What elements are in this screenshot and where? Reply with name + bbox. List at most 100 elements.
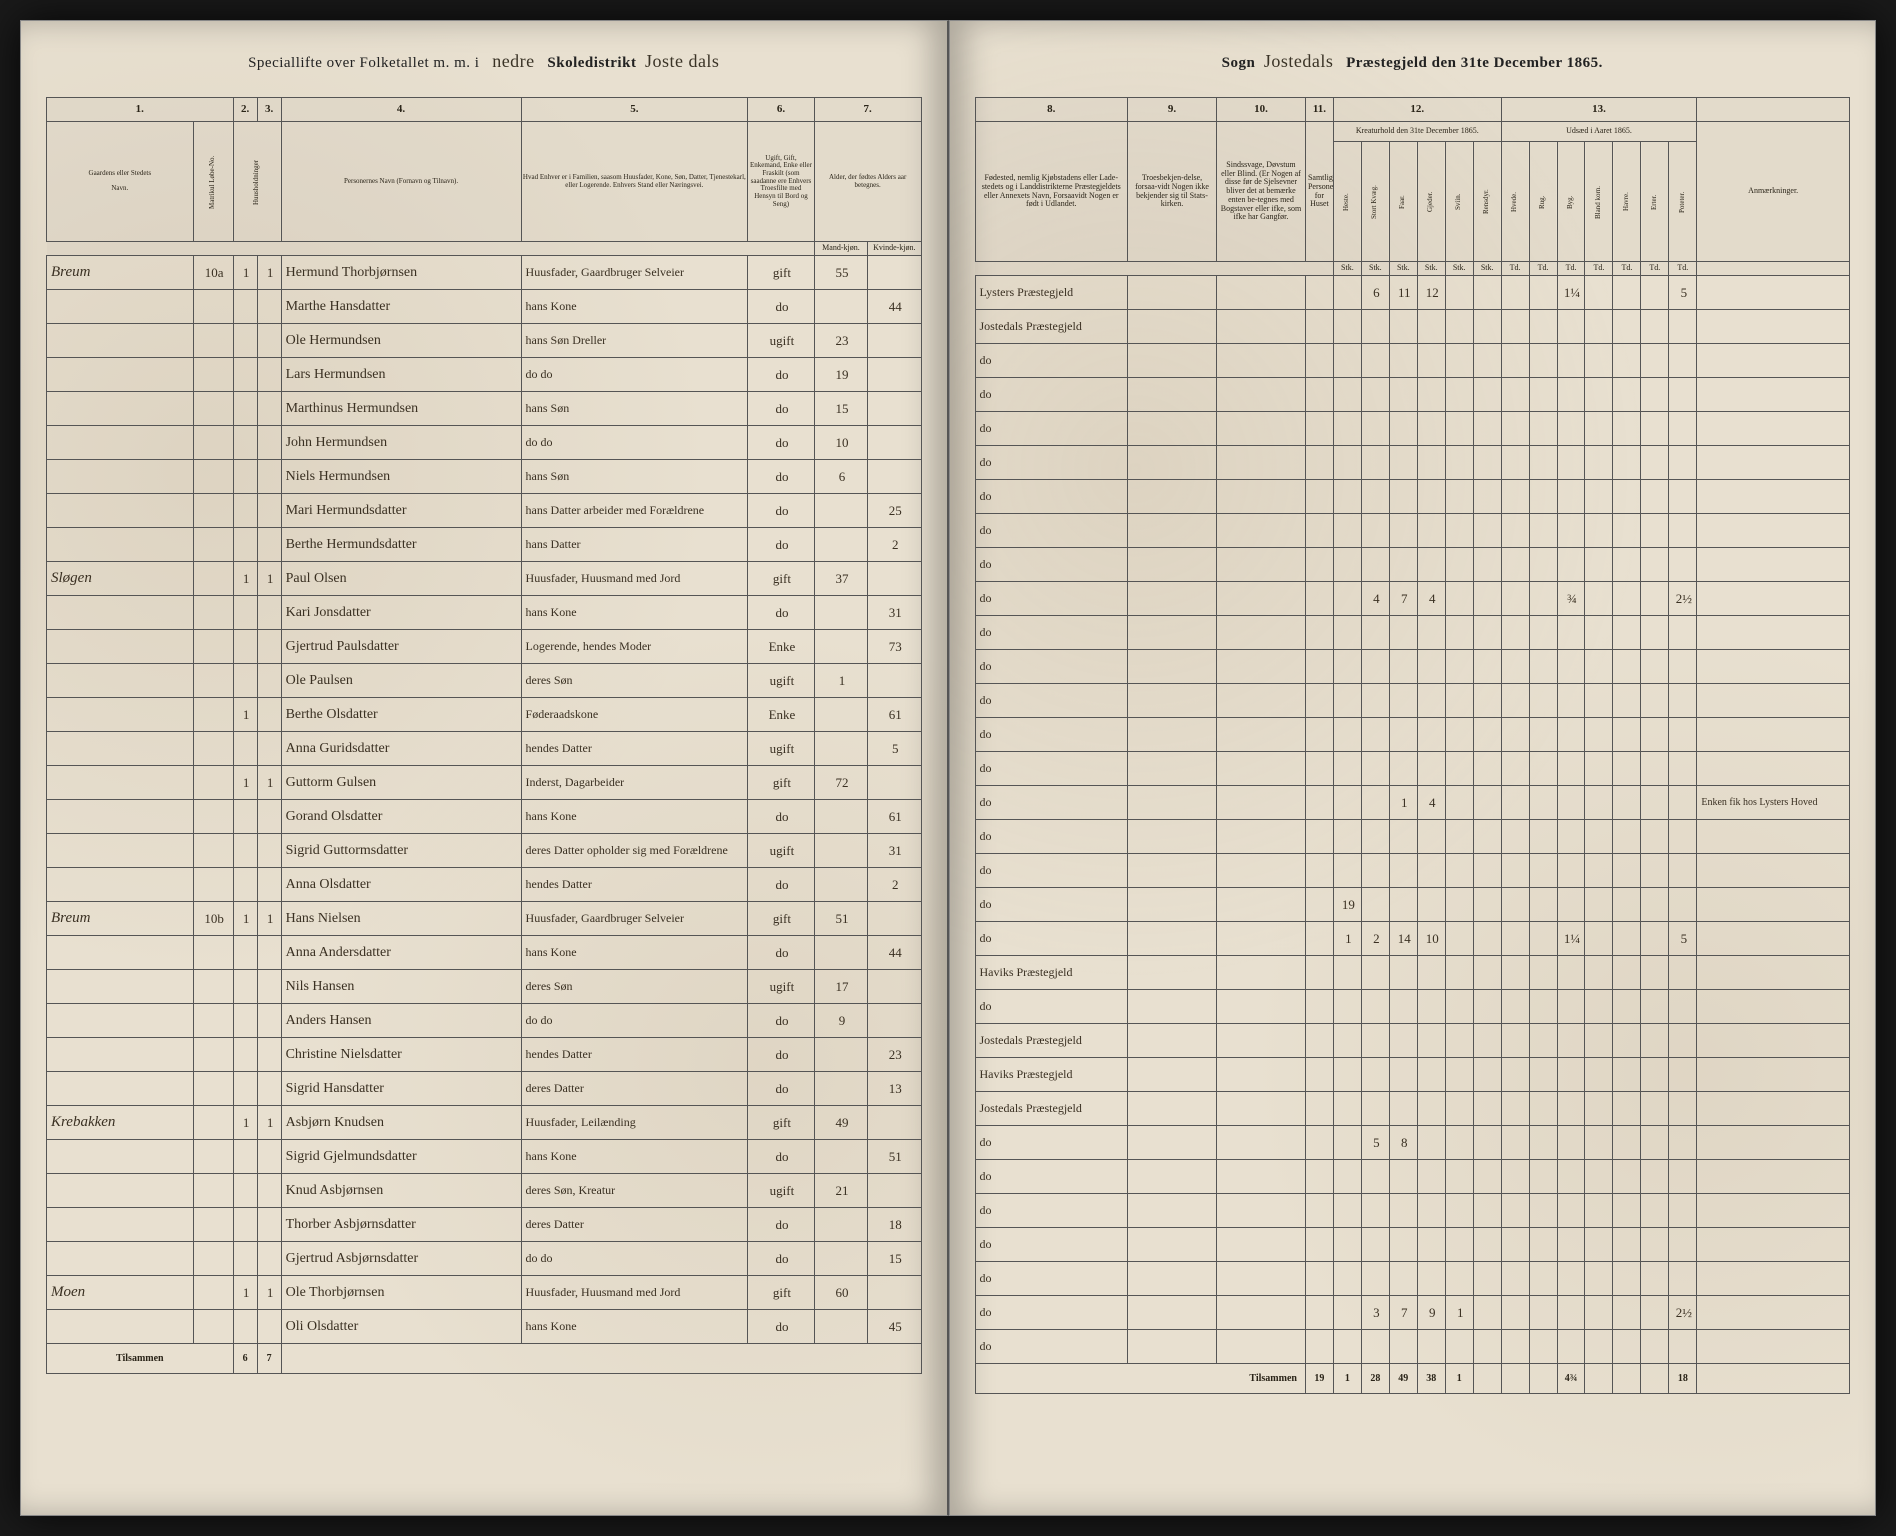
table-row: Marthe Hansdatter hans Kone do 44 bbox=[47, 290, 922, 324]
ft-pot: 18 bbox=[1669, 1364, 1697, 1394]
ft-hh1: 6 bbox=[233, 1344, 257, 1374]
table-row: do bbox=[975, 854, 1850, 888]
h-alder: Alder, der fødtes Alders aar betegnes. bbox=[814, 122, 921, 242]
table-row: Jostedals Præstegjeld bbox=[975, 1092, 1850, 1126]
table-row: Nils Hansen deres Søn ugift 17 bbox=[47, 970, 922, 1004]
h-havre: Havre. bbox=[1613, 142, 1641, 262]
skole-label: Skoledistrikt bbox=[547, 55, 636, 71]
h-person: Personernes Navn (Fornavn og Tilnavn). bbox=[281, 122, 521, 242]
h-bland: Bland korn. bbox=[1585, 142, 1613, 262]
table-row: do bbox=[975, 1194, 1850, 1228]
table-row: Haviks Præstegjeld bbox=[975, 1058, 1850, 1092]
h-status: Ugift, Gift, Enkemand, Enke eller Fraski… bbox=[748, 122, 815, 242]
left-table: 1. 2. 3. 4. 5. 6. 7. Gaardens eller Sted… bbox=[46, 97, 922, 1374]
h-rug: Rug. bbox=[1529, 142, 1557, 262]
h-udsad: Udsæd i Aaret 1865. bbox=[1501, 122, 1697, 142]
table-row: Ole Paulsen deres Søn ugift 1 bbox=[47, 664, 922, 698]
table-row: do 19 bbox=[975, 888, 1850, 922]
table-row: Sløgen 1 1 Paul Olsen Huusfader, Huusman… bbox=[47, 562, 922, 596]
table-row: Lysters Præstegjeld 6 11 12 1¼ 5 bbox=[975, 276, 1850, 310]
table-row: do bbox=[975, 820, 1850, 854]
table-row: do bbox=[975, 1228, 1850, 1262]
table-row: Anna Olsdatter hendes Datter do 2 bbox=[47, 868, 922, 902]
coln-5: 5. bbox=[521, 98, 748, 122]
ft-hh2: 7 bbox=[257, 1344, 281, 1374]
parish2: Jostedals bbox=[1264, 51, 1334, 71]
district: nedre bbox=[492, 51, 534, 71]
table-row: do bbox=[975, 514, 1850, 548]
table-row: Gjertrud Asbjørnsdatter do do do 15 bbox=[47, 1242, 922, 1276]
h-fodested: Fødested, nemlig Kjøbstadens eller Lade-… bbox=[975, 122, 1128, 262]
footer-label: Tilsammen bbox=[47, 1344, 234, 1374]
cr-12: 12. bbox=[1333, 98, 1501, 122]
h-samt: Samtlige Personer for Huset bbox=[1305, 122, 1333, 262]
ft-heste: 1 bbox=[1333, 1364, 1361, 1394]
coln-4: 4. bbox=[281, 98, 521, 122]
h-ren: Rensdyr. bbox=[1473, 142, 1501, 262]
table-row: Anders Hansen do do do 9 bbox=[47, 1004, 922, 1038]
table-row: do bbox=[975, 718, 1850, 752]
h-kvinde: Kvinde-kjøn. bbox=[868, 242, 921, 256]
table-row: Niels Hermundsen hans Søn do 6 bbox=[47, 460, 922, 494]
h-matrikul: Matrikul Løbe-No. bbox=[193, 122, 233, 242]
header-prefix: Speciallifte over Folketallet m. m. i bbox=[248, 55, 479, 71]
right-header: Sogn Jostedals Præstegjeld den 31te Dece… bbox=[975, 51, 1851, 79]
table-row: Sigrid Gjelmundsdatter hans Kone do 51 bbox=[47, 1140, 922, 1174]
h-kvag: Stort Kvæg. bbox=[1361, 142, 1389, 262]
cr-11: 11. bbox=[1305, 98, 1333, 122]
table-row: do bbox=[975, 480, 1850, 514]
table-row: do bbox=[975, 344, 1850, 378]
h-huushold: Huusholdninger bbox=[233, 122, 281, 242]
h-mand: Mand-kjøn. bbox=[814, 242, 867, 256]
ft-svin: 1 bbox=[1445, 1364, 1473, 1394]
table-row: 1 Berthe Olsdatter Føderaadskone Enke 61 bbox=[47, 698, 922, 732]
coln-2: 2. bbox=[233, 98, 257, 122]
left-page: Speciallifte over Folketallet m. m. i ne… bbox=[20, 20, 949, 1516]
h-sind: Sindssvage, Døvstum eller Blind. (Er Nog… bbox=[1216, 122, 1305, 262]
coln-3: 3. bbox=[257, 98, 281, 122]
h-troes: Troesbekjen-delse, forsaa-vidt Nogen ikk… bbox=[1128, 122, 1217, 262]
ft-byg: 4¾ bbox=[1557, 1364, 1585, 1394]
table-row: Jostedals Præstegjeld bbox=[975, 1024, 1850, 1058]
h-hvede: Hvede. bbox=[1501, 142, 1529, 262]
table-row: do 3 7 9 1 2½ bbox=[975, 1296, 1850, 1330]
census-ledger: Speciallifte over Folketallet m. m. i ne… bbox=[20, 20, 1876, 1516]
parish1: Joste dals bbox=[645, 51, 720, 71]
table-row: Lars Hermundsen do do do 19 bbox=[47, 358, 922, 392]
table-row: 1 1 Guttorm Gulsen Inderst, Dagarbeider … bbox=[47, 766, 922, 800]
table-row: Jostedals Præstegjeld bbox=[975, 310, 1850, 344]
table-row: do bbox=[975, 412, 1850, 446]
h-pot: Poteter. bbox=[1669, 142, 1697, 262]
h-faar: Faar. bbox=[1389, 142, 1417, 262]
table-row: Gjertrud Paulsdatter Logerende, hendes M… bbox=[47, 630, 922, 664]
ft-gjed: 38 bbox=[1417, 1364, 1445, 1394]
table-row: Haviks Præstegjeld bbox=[975, 956, 1850, 990]
table-row: Knud Asbjørnsen deres Søn, Kreatur ugift… bbox=[47, 1174, 922, 1208]
table-row: do bbox=[975, 752, 1850, 786]
table-row: Anna Guridsdatter hendes Datter ugift 5 bbox=[47, 732, 922, 766]
table-row: Ole Hermundsen hans Søn Dreller ugift 23 bbox=[47, 324, 922, 358]
h-svin: Sviin. bbox=[1445, 142, 1473, 262]
h-byg: Byg. bbox=[1557, 142, 1585, 262]
table-row: Berthe Hermundsdatter hans Datter do 2 bbox=[47, 528, 922, 562]
table-row: do bbox=[975, 548, 1850, 582]
table-row: do bbox=[975, 1262, 1850, 1296]
h-gaard: Gaardens eller StedetsNavn. bbox=[47, 122, 194, 242]
ft-samt: 19 bbox=[1305, 1364, 1333, 1394]
ft-kvag: 28 bbox=[1361, 1364, 1389, 1394]
coln-6: 6. bbox=[748, 98, 815, 122]
table-row: do bbox=[975, 1160, 1850, 1194]
left-header: Speciallifte over Folketallet m. m. i ne… bbox=[46, 51, 922, 79]
h-heste: Heste. bbox=[1333, 142, 1361, 262]
table-row: do 1 4 Enken fik hos Lysters Hoved bbox=[975, 786, 1850, 820]
table-row: do bbox=[975, 650, 1850, 684]
table-row: do bbox=[975, 684, 1850, 718]
table-row: John Hermundsen do do do 10 bbox=[47, 426, 922, 460]
cr-10: 10. bbox=[1216, 98, 1305, 122]
ft-faar: 49 bbox=[1389, 1364, 1417, 1394]
table-row: Gorand Olsdatter hans Kone do 61 bbox=[47, 800, 922, 834]
h-erter: Erter. bbox=[1641, 142, 1669, 262]
table-row: Breum 10b 1 1 Hans Nielsen Huusfader, Ga… bbox=[47, 902, 922, 936]
sogn-label: Sogn bbox=[1222, 55, 1256, 71]
cr-8: 8. bbox=[975, 98, 1128, 122]
